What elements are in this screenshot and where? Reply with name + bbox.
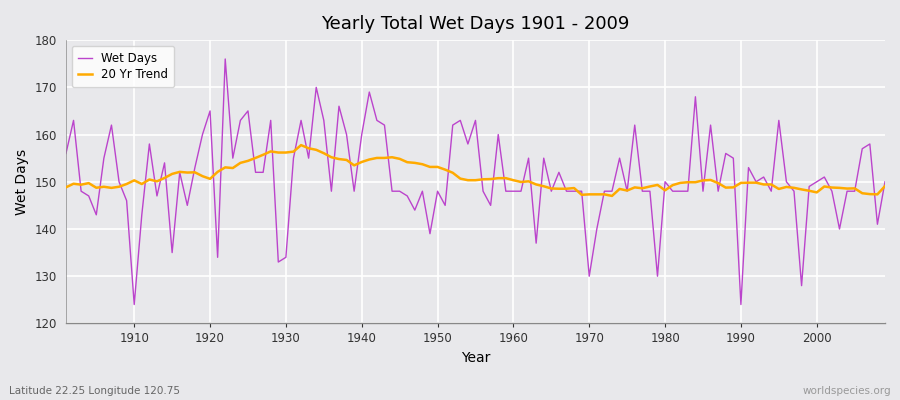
20 Yr Trend bbox=[341, 158, 352, 162]
Text: Latitude 22.25 Longitude 120.75: Latitude 22.25 Longitude 120.75 bbox=[9, 386, 180, 396]
Legend: Wet Days, 20 Yr Trend: Wet Days, 20 Yr Trend bbox=[72, 46, 175, 87]
Line: 20 Yr Trend: 20 Yr Trend bbox=[66, 145, 885, 196]
Wet Days bbox=[220, 56, 230, 61]
20 Yr Trend bbox=[607, 194, 617, 198]
Title: Yearly Total Wet Days 1901 - 2009: Yearly Total Wet Days 1901 - 2009 bbox=[321, 15, 630, 33]
Wet Days bbox=[303, 156, 314, 160]
20 Yr Trend bbox=[60, 185, 71, 190]
Wet Days bbox=[122, 198, 132, 203]
Wet Days bbox=[129, 302, 140, 307]
Wet Days bbox=[348, 189, 359, 194]
Wet Days bbox=[60, 151, 71, 156]
Wet Days bbox=[516, 189, 526, 194]
Wet Days bbox=[614, 156, 625, 160]
20 Yr Trend bbox=[508, 178, 518, 182]
20 Yr Trend bbox=[879, 184, 890, 188]
Wet Days bbox=[523, 156, 534, 160]
20 Yr Trend bbox=[614, 186, 625, 191]
20 Yr Trend bbox=[288, 149, 299, 154]
Line: Wet Days: Wet Days bbox=[66, 59, 885, 304]
Wet Days bbox=[879, 179, 890, 184]
20 Yr Trend bbox=[122, 182, 132, 186]
20 Yr Trend bbox=[296, 143, 307, 148]
Text: worldspecies.org: worldspecies.org bbox=[803, 386, 891, 396]
Y-axis label: Wet Days: Wet Days bbox=[15, 149, 29, 215]
X-axis label: Year: Year bbox=[461, 351, 491, 365]
20 Yr Trend bbox=[516, 180, 526, 184]
